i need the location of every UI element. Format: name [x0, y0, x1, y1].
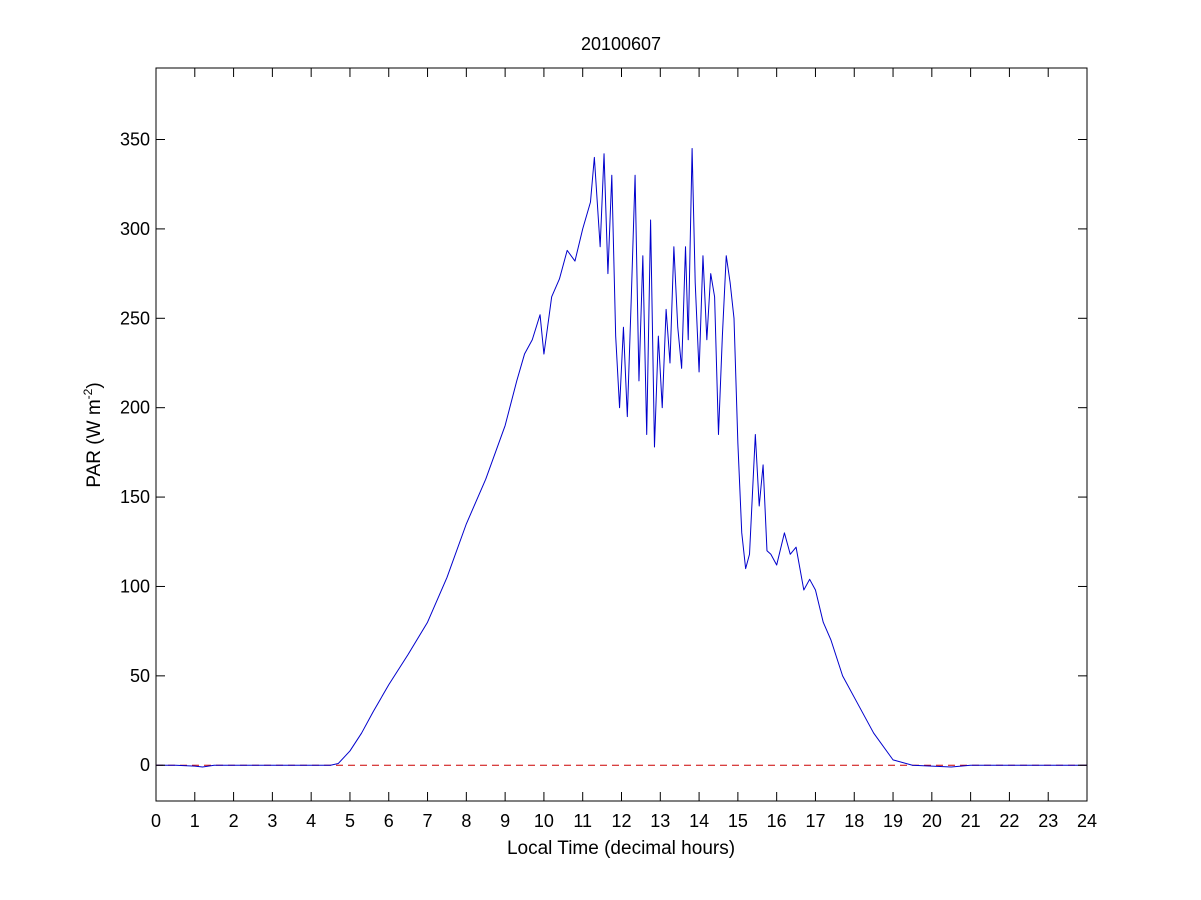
- plot-area: 0 1 2 3 4 5 6 7 8 9 10 11 12 13 14 15 16 17 18 19 20 21 22 23 24…: [120, 67, 1097, 831]
- y-tick-label: 300: [120, 219, 150, 239]
- x-tick-label: 22: [999, 811, 1019, 831]
- x-tick-label: 6: [384, 811, 394, 831]
- x-tick-label: 2: [229, 811, 239, 831]
- y-tick-label: 150: [120, 487, 150, 507]
- chart-title: 20100607: [581, 34, 661, 54]
- x-tick-label: 8: [461, 811, 471, 831]
- x-tick-label: 13: [650, 811, 670, 831]
- x-tick-label: 19: [883, 811, 903, 831]
- x-tick-label: 14: [689, 811, 709, 831]
- y-axis-label: PAR (W m-2): [81, 382, 105, 487]
- y-tick-label: 250: [120, 308, 150, 328]
- x-axis-label: Local Time (decimal hours): [507, 838, 735, 859]
- y-axis-label-close: ): [84, 382, 105, 388]
- x-tick-label: 17: [805, 811, 825, 831]
- x-tick-label: 7: [423, 811, 433, 831]
- x-tick-label: 9: [500, 811, 510, 831]
- x-tick-label: 18: [844, 811, 864, 831]
- y-tick-label: 350: [120, 130, 150, 150]
- plot-frame: [155, 67, 1088, 802]
- y-tick-label: 200: [120, 398, 150, 418]
- x-ticks: 0 1 2 3 4 5 6 7 8 9 10 11 12 13 14 15 16 17 18 19 20 21 22 23 24: [151, 68, 1097, 831]
- x-tick-label: 5: [345, 811, 355, 831]
- x-tick-label: 15: [728, 811, 748, 831]
- par-series-line: [156, 147, 1087, 768]
- x-tick-label: 23: [1038, 811, 1058, 831]
- x-tick-label: 21: [961, 811, 981, 831]
- y-ticks: 0 50 100 150 200 250 300 350: [120, 130, 1087, 775]
- series-layer: [156, 147, 1087, 768]
- y-tick-label: 50: [130, 666, 150, 686]
- x-tick-label: 11: [573, 811, 592, 831]
- x-tick-label: 4: [306, 811, 316, 831]
- x-tick-label: 1: [190, 811, 200, 831]
- y-tick-label: 0: [140, 755, 150, 775]
- x-tick-label: 10: [534, 811, 554, 831]
- x-tick-label: 0: [151, 811, 161, 831]
- y-axis-label-sup: -2: [81, 388, 95, 399]
- y-tick-label: 100: [120, 576, 150, 596]
- y-axis-label-main: PAR (W m: [84, 399, 105, 487]
- x-tick-label: 3: [267, 811, 277, 831]
- x-tick-label: 12: [611, 811, 631, 831]
- x-tick-label: 24: [1077, 811, 1097, 831]
- x-tick-label: 16: [767, 811, 787, 831]
- x-tick-label: 20: [922, 811, 942, 831]
